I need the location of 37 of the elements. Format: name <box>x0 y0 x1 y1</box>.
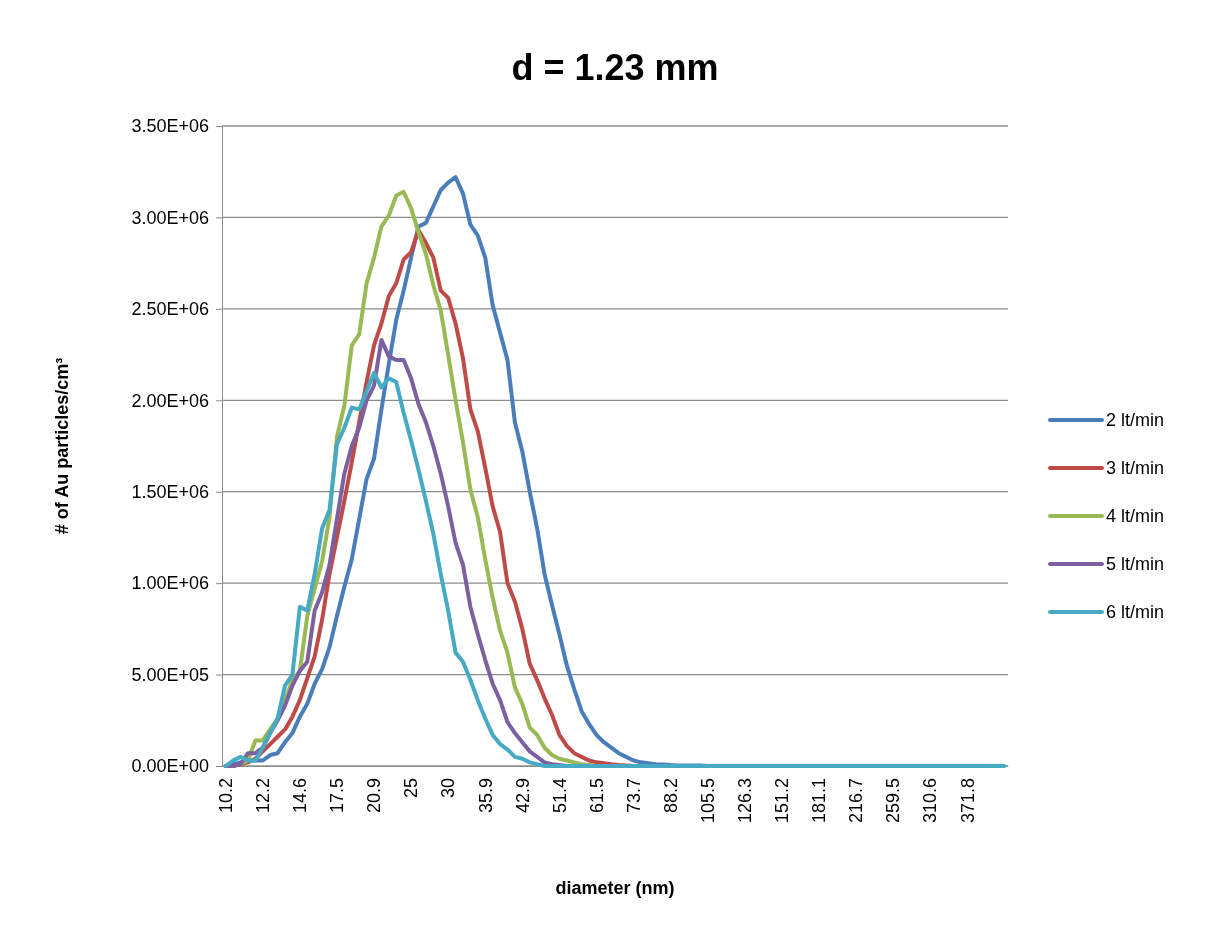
x-tick-label: 25 <box>401 778 422 799</box>
y-tick-label: 1.50E+06 <box>131 481 209 502</box>
y-tick-label: 3.00E+06 <box>131 207 209 228</box>
x-tick-label: 17.5 <box>327 778 348 814</box>
x-tick-label: 126.3 <box>735 778 756 824</box>
x-tick-label: 105.5 <box>697 778 718 824</box>
x-tick-label: 51.4 <box>549 778 570 814</box>
x-tick-label: 14.6 <box>290 778 311 814</box>
legend-label: 5 lt/min <box>1106 554 1165 575</box>
x-tick-label: 371.8 <box>957 778 978 824</box>
legend-label: 2 lt/min <box>1106 410 1165 431</box>
y-tick-label: 0.00E+00 <box>131 756 209 777</box>
y-tick-label: 2.50E+06 <box>131 299 209 320</box>
legend-label: 4 lt/min <box>1106 506 1165 527</box>
x-tick-label: 88.2 <box>660 778 681 814</box>
legend-label: 3 lt/min <box>1106 458 1165 479</box>
chart-title: d = 1.23 mm <box>511 47 719 88</box>
x-tick-label: 61.5 <box>586 778 607 814</box>
y-tick-label: 1.00E+06 <box>131 573 209 594</box>
y-tick-label: 5.00E+05 <box>131 664 209 685</box>
x-tick-label: 181.1 <box>809 778 830 824</box>
x-axis-title: diameter (nm) <box>555 878 675 898</box>
x-tick-label: 310.6 <box>920 778 941 824</box>
y-axis-title: # of Au particles/cm³ <box>52 357 72 535</box>
y-tick-label: 2.00E+06 <box>131 390 209 411</box>
x-tick-label: 12.2 <box>253 778 274 814</box>
x-tick-label: 10.2 <box>216 778 237 814</box>
x-tick-label: 30 <box>438 778 459 799</box>
legend-label: 6 lt/min <box>1106 602 1165 623</box>
y-tick-label: 3.50E+06 <box>131 116 209 137</box>
x-tick-label: 35.9 <box>475 778 496 814</box>
x-tick-label: 216.7 <box>846 778 867 824</box>
x-tick-label: 259.5 <box>883 778 904 824</box>
x-tick-label: 151.2 <box>772 778 793 824</box>
x-tick-label: 42.9 <box>512 778 533 814</box>
x-tick-label: 73.7 <box>623 778 644 814</box>
x-tick-label: 20.9 <box>364 778 385 814</box>
